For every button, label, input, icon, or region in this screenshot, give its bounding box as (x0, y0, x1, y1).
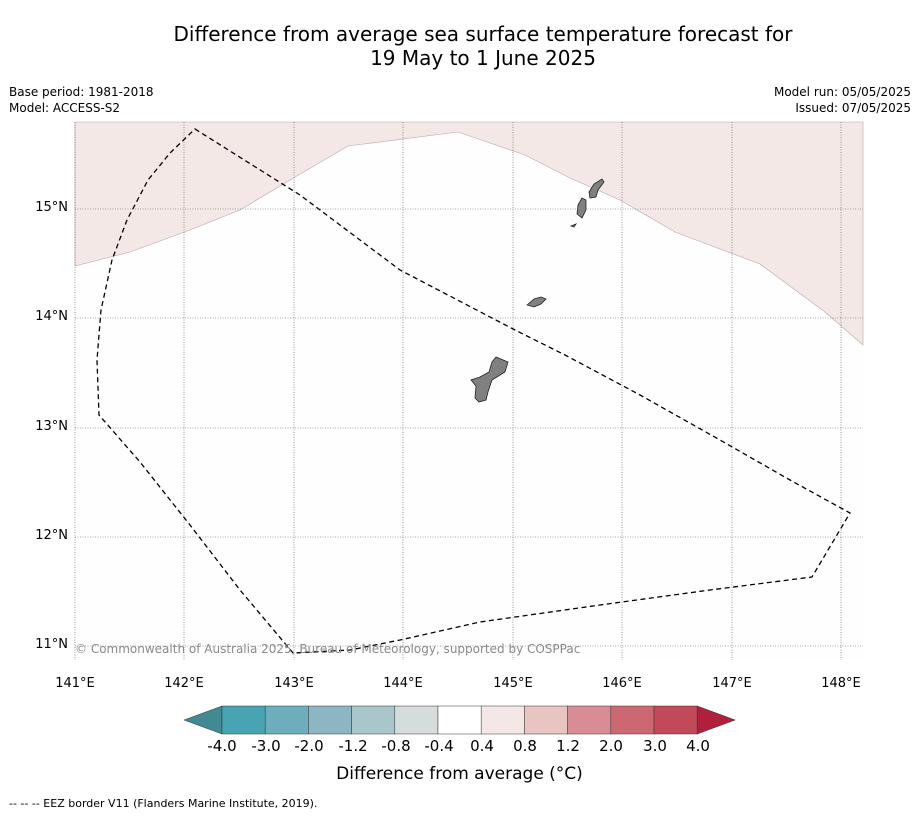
lon-label: 141°E (55, 676, 95, 691)
chart-title: Difference from average sea surface temp… (0, 22, 919, 70)
colorbar-label: -3.0 (251, 737, 281, 755)
lon-label: 147°E (712, 676, 752, 691)
lat-label: 11°N (35, 637, 68, 652)
island-saipan (588, 178, 605, 199)
title-line-1: Difference from average sea surface temp… (173, 22, 793, 46)
colorbar-segment (308, 705, 352, 735)
lon-label: 142°E (164, 676, 204, 691)
colorbar-label: 3.0 (643, 737, 667, 755)
meta-left: Base period: 1981-2018 Model: ACCESS-S2 (9, 84, 154, 116)
colorbar-segment (480, 705, 525, 735)
colorbar-segment (653, 705, 698, 735)
lon-label: 148°E (821, 676, 861, 691)
colorbar-label: 1.2 (556, 737, 580, 755)
island-aguijan (569, 223, 578, 228)
lat-label: 15°N (35, 200, 68, 215)
colorbar-label: 0.8 (513, 737, 537, 755)
colorbar-segment (264, 705, 309, 735)
colorbar-label: -4.0 (207, 737, 237, 755)
issued-date: Issued: 07/05/2025 (795, 101, 911, 115)
colorbar-title: Difference from average (°C) (336, 764, 583, 784)
meta-right: Model run: 05/05/2025 Issued: 07/05/2025 (774, 84, 911, 116)
lon-label: 146°E (602, 676, 642, 691)
colorbar-segment (351, 705, 396, 735)
copyright-notice: © Commonwealth of Australia 2025, Bureau… (75, 642, 581, 656)
colorbar-label: -0.4 (424, 737, 454, 755)
colorbar-segment (610, 705, 655, 735)
lat-label: 13°N (35, 419, 68, 434)
colorbar-label: -1.2 (338, 737, 368, 755)
colorbar-segment (524, 705, 568, 735)
model-run: Model run: 05/05/2025 (773, 85, 911, 99)
colorbar-label: 0.4 (470, 737, 494, 755)
colorbar-label: -2.0 (294, 737, 324, 755)
colorbar-label: 2.0 (599, 737, 623, 755)
eez-footnote: -- -- -- EEZ border V11 (Flanders Marine… (9, 797, 318, 810)
colorbar-segment (221, 705, 266, 735)
colorbar-label: 4.0 (686, 737, 710, 755)
lat-label: 14°N (35, 309, 68, 324)
colorbar-label: -0.8 (381, 737, 411, 755)
island-tinian (576, 197, 587, 219)
lon-label: 144°E (383, 676, 423, 691)
colorbar-extend-high (696, 705, 736, 735)
colorbar (183, 705, 736, 735)
island-rota (526, 296, 547, 308)
graticule (74, 122, 863, 660)
colorbar-segment (437, 705, 482, 735)
warm-anomaly-region (74, 121, 864, 346)
lat-label: 12°N (35, 528, 68, 543)
lon-label: 143°E (274, 676, 314, 691)
colorbar-segment (394, 705, 439, 735)
colorbar-segment (567, 705, 612, 735)
model-name: Model: ACCESS-S2 (9, 101, 121, 115)
base-period: Base period: 1981-2018 (9, 85, 154, 99)
title-line-2: 19 May to 1 June 2025 (370, 46, 596, 70)
eez-border (96, 128, 851, 654)
colorbar-extend-low (183, 705, 223, 735)
island-guam (470, 356, 509, 403)
lon-label: 145°E (493, 676, 533, 691)
islands (470, 178, 605, 403)
